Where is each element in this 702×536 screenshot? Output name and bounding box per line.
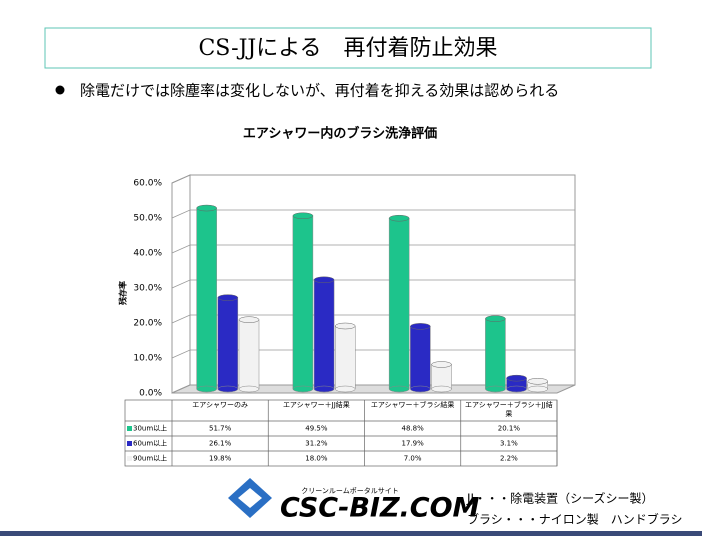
value-label: 49.5% (305, 425, 328, 433)
bar-top (217, 294, 239, 301)
bar (313, 279, 335, 390)
value-label: 51.7% (209, 425, 232, 433)
bar-top (196, 204, 217, 212)
value-label: 7.0% (404, 455, 422, 463)
bar (485, 318, 506, 390)
bottom-bar (0, 531, 702, 536)
value-label: 48.8% (402, 425, 425, 433)
bar (388, 217, 410, 390)
grid-line (171, 244, 575, 254)
bullet-text: 除電だけでは除塵率は変化しないが、再付着を抑える効果は認められる (80, 82, 559, 100)
bar (238, 319, 260, 390)
y-tick-label: 20.0% (133, 319, 162, 329)
bar-base (506, 385, 527, 393)
x-tick-label: エアシャワー＋ブラシ結果 (370, 401, 455, 409)
bar (431, 364, 452, 390)
footer-note: JJ・・・除電装置（シーズシー製） (466, 491, 653, 506)
y-tick-label: 40.0% (133, 249, 162, 259)
legend-swatch (127, 456, 132, 461)
x-tick-label-box: エアシャワー＋ブラシ結果 (370, 401, 455, 409)
bar-base (313, 385, 335, 393)
value-label: 18.0% (305, 455, 328, 463)
bar-top (238, 316, 260, 323)
logo: クリーンルームポータルサイト CSC-BIZ.COM (228, 478, 480, 524)
legend-label: 30um以上 (133, 424, 167, 433)
y-tick-label: 30.0% (133, 284, 162, 294)
y-axis-label: 残存率 (118, 281, 128, 305)
bar-base (238, 385, 260, 393)
legend-label: 90um以上 (133, 454, 167, 463)
bar-base (292, 385, 314, 393)
legend-swatch (127, 441, 132, 446)
y-tick-label: 50.0% (133, 214, 162, 224)
bar (410, 326, 431, 390)
bar-base (335, 385, 356, 393)
bar-top (292, 212, 314, 219)
footer-note: ブラシ・・・ナイロン製 ハンドブラシ (467, 512, 683, 527)
bullet-dot (55, 85, 65, 95)
bar (217, 297, 239, 390)
bar-base (388, 385, 410, 393)
grid-line (171, 279, 575, 289)
y-tick-label: 10.0% (133, 354, 162, 364)
value-label: 20.1% (498, 425, 521, 433)
slide-title: CS-JJによる 再付着防止効果 (198, 36, 497, 61)
bar-base (485, 385, 506, 393)
bar (335, 325, 356, 390)
legend-label: 60um以上 (133, 439, 167, 448)
grid-line (171, 349, 575, 359)
bar-base (217, 385, 239, 393)
bar-base (527, 385, 548, 393)
value-label: 19.8% (209, 455, 232, 463)
logo-text: CSC-BIZ.COM (280, 493, 480, 524)
bar-base (196, 385, 217, 393)
grid-line (171, 314, 575, 324)
value-label: 17.9% (402, 440, 425, 448)
value-label: 26.1% (209, 440, 232, 448)
x-tick-label: エアシャワー＋ブラシ＋JJ結果 (465, 401, 553, 418)
bar-top (431, 361, 452, 368)
x-tick-label-box: エアシャワーのみ (192, 401, 248, 409)
value-label: 3.1% (500, 440, 518, 448)
x-tick-label-box: エアシャワー＋JJ結果 (282, 401, 350, 409)
bar (292, 215, 314, 390)
logo-tagline: クリーンルームポータルサイト (301, 486, 398, 495)
bar-top (410, 323, 431, 330)
chart-title: エアシャワー内のブラシ洗浄評価 (243, 126, 437, 142)
legend-swatch (127, 426, 132, 431)
grid-line (171, 174, 575, 184)
bar-top (335, 322, 356, 330)
bar-base (410, 385, 431, 393)
logo-mark-inner (238, 488, 262, 508)
bar-base (431, 385, 452, 393)
bar-top (527, 378, 548, 385)
x-tick-label: エアシャワーのみ (192, 401, 248, 409)
bar (196, 207, 217, 390)
y-tick-label: 60.0% (133, 179, 162, 189)
bar-top (485, 315, 506, 322)
grid-line (171, 209, 575, 219)
title-box (44, 27, 652, 69)
value-label: 2.2% (500, 455, 518, 463)
value-label: 31.2% (305, 440, 328, 448)
bar-top (313, 276, 335, 284)
y-tick-label: 0.0% (139, 389, 162, 399)
x-tick-label: エアシャワー＋JJ結果 (282, 401, 350, 409)
x-tick-label-box: エアシャワー＋ブラシ＋JJ結果 (465, 401, 553, 418)
bar-top (388, 214, 410, 222)
bar-top (506, 374, 527, 382)
